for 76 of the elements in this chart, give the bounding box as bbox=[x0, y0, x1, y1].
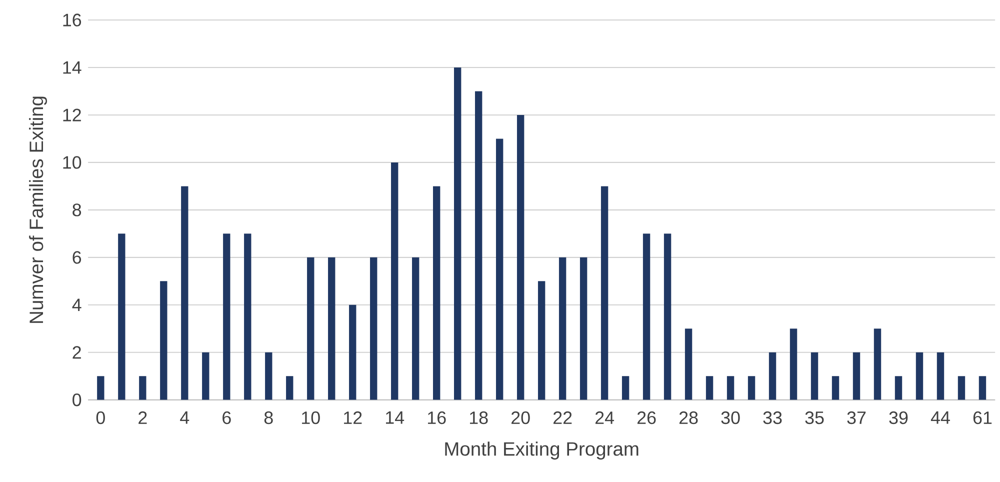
bar bbox=[894, 376, 902, 400]
bar bbox=[748, 376, 756, 400]
x-tick-label: 20 bbox=[512, 411, 530, 424]
x-tick-label: 24 bbox=[595, 411, 614, 424]
x-tick-label: 18 bbox=[470, 411, 488, 424]
bar bbox=[832, 376, 840, 400]
bar bbox=[391, 162, 398, 400]
x-tick-label: 30 bbox=[721, 411, 740, 424]
x-tick-label: 6 bbox=[222, 411, 231, 424]
x-tick-label: 39 bbox=[889, 411, 908, 424]
x-tick-label: 12 bbox=[344, 411, 362, 424]
bar bbox=[244, 234, 252, 400]
bar bbox=[538, 281, 546, 400]
bar bbox=[768, 352, 776, 400]
x-tick-label: 37 bbox=[847, 411, 866, 424]
x-tick-label: 14 bbox=[386, 411, 404, 424]
x-tick-label: 0 bbox=[96, 411, 105, 424]
bar bbox=[474, 91, 482, 400]
bar bbox=[874, 328, 882, 400]
x-tick-label: 61 bbox=[973, 411, 992, 424]
bar bbox=[139, 376, 146, 400]
y-axis-title: Numver of Families Exiting bbox=[29, 96, 47, 323]
y-tick-label: 16 bbox=[63, 14, 82, 26]
bar bbox=[286, 376, 294, 400]
bar bbox=[852, 352, 860, 400]
bar bbox=[978, 376, 986, 400]
bar bbox=[600, 186, 608, 400]
x-tick-label: 35 bbox=[805, 411, 824, 424]
x-tick-label: 2 bbox=[138, 411, 147, 424]
bar bbox=[580, 257, 588, 400]
x-axis-title: Month Exiting Program bbox=[445, 442, 638, 460]
bar bbox=[516, 115, 524, 400]
bar bbox=[349, 304, 356, 400]
bar bbox=[810, 352, 818, 400]
x-tick-label: 22 bbox=[553, 411, 572, 424]
x-tick-label: 4 bbox=[180, 411, 190, 424]
bar bbox=[307, 257, 314, 400]
y-tick-label: 0 bbox=[72, 394, 82, 406]
bar bbox=[684, 328, 692, 400]
bar bbox=[118, 234, 126, 400]
bar bbox=[664, 234, 672, 400]
y-tick-label: 10 bbox=[63, 156, 82, 169]
x-tick-label: 26 bbox=[637, 411, 656, 424]
y-tick-label: 12 bbox=[63, 108, 81, 122]
bar bbox=[936, 352, 944, 400]
y-tick-label: 8 bbox=[72, 204, 82, 216]
bar bbox=[558, 257, 566, 400]
bar bbox=[202, 352, 210, 400]
bar bbox=[181, 186, 188, 400]
bar bbox=[160, 281, 168, 400]
bar bbox=[642, 234, 650, 400]
bar bbox=[412, 257, 420, 400]
bar bbox=[433, 186, 440, 400]
bar bbox=[958, 376, 966, 400]
bar bbox=[370, 257, 378, 400]
bar bbox=[265, 352, 272, 400]
bar bbox=[706, 376, 714, 400]
y-tick-label: 2 bbox=[72, 346, 81, 359]
bar bbox=[328, 257, 336, 400]
bar bbox=[726, 376, 734, 400]
bar bbox=[454, 68, 462, 400]
bar bbox=[223, 234, 230, 400]
x-tick-label: 16 bbox=[428, 411, 446, 424]
x-tick-label: 8 bbox=[264, 411, 273, 424]
bar bbox=[622, 376, 630, 400]
bar bbox=[496, 138, 504, 400]
y-tick-label: 4 bbox=[72, 298, 82, 312]
y-tick-label: 14 bbox=[63, 61, 82, 74]
bar bbox=[790, 328, 798, 400]
y-tick-label: 6 bbox=[72, 251, 82, 264]
x-tick-label: 10 bbox=[302, 411, 320, 424]
x-tick-label: 44 bbox=[930, 411, 950, 424]
bar bbox=[916, 352, 924, 400]
bar bbox=[97, 376, 104, 400]
x-tick-label: 28 bbox=[679, 411, 698, 424]
x-tick-label: 33 bbox=[763, 411, 782, 424]
